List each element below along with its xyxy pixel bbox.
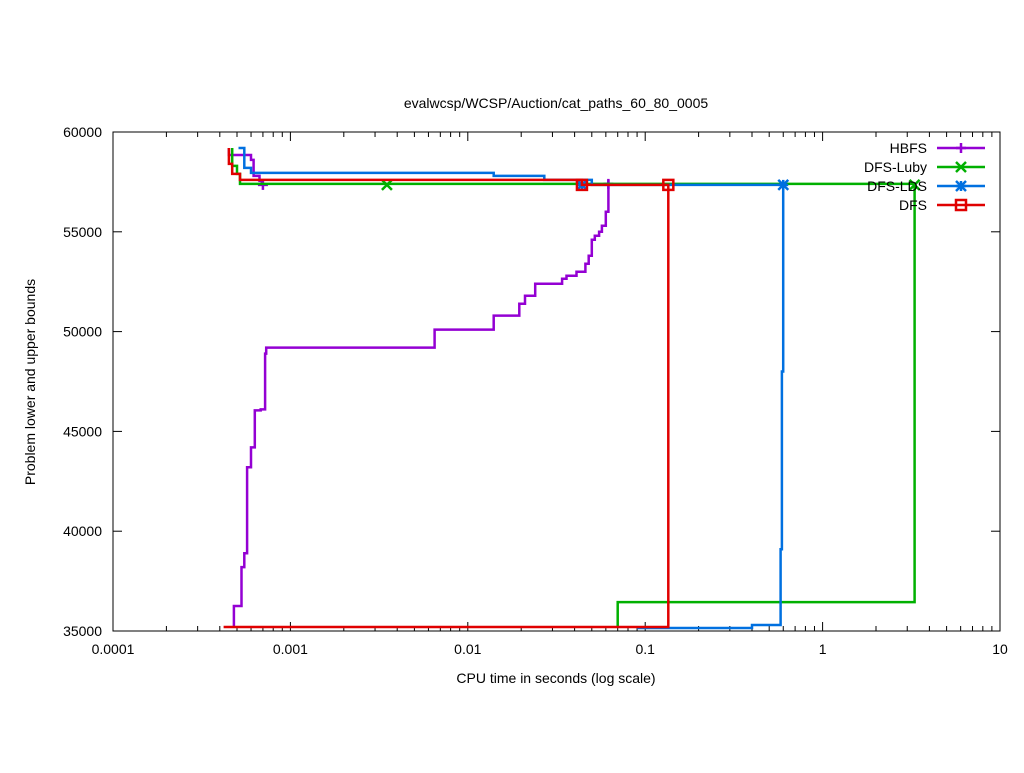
series-marker [662, 178, 675, 192]
series-marker [575, 178, 589, 192]
legend: HBFS DFS-Luby DFS-LDS DFS [864, 140, 985, 213]
series-marker [908, 179, 921, 191]
y-tick-label: 50000 [63, 324, 102, 340]
legend-item: DFS [899, 197, 985, 213]
y-axis-label: Problem lower and upper bounds [22, 279, 38, 485]
series-dfs [223, 148, 675, 629]
x-tick-label: 0.01 [454, 641, 481, 657]
plot-frame [112, 131, 1001, 632]
series-line-dfs-lds [238, 146, 785, 630]
y-tick-label: 60000 [63, 124, 102, 140]
axis-ticks: 0.0001 0.001 0.01 0.1 1 10 35000 40000 45000 5000… [63, 124, 1008, 657]
series-dfs-lds [238, 146, 790, 630]
y-tick-label: 45000 [63, 423, 102, 439]
series-marker [956, 143, 966, 153]
legend-label: DFS [899, 197, 927, 213]
legend-item: DFS-LDS [867, 178, 985, 194]
legend-item: HBFS [890, 140, 985, 156]
series-marker [777, 179, 790, 191]
series-layer [223, 146, 921, 630]
y-tick-label: 35000 [63, 623, 102, 639]
series-line-dfs-luby [230, 148, 916, 628]
y-tick-label: 40000 [63, 523, 102, 539]
series-marker [955, 180, 967, 192]
chart-title: evalwcsp/WCSP/Auction/cat_paths_60_80_00… [404, 95, 709, 111]
x-tick-label: 1 [819, 641, 827, 657]
series-dfs-luby [230, 148, 921, 628]
legend-label: DFS-LDS [867, 178, 927, 194]
series-marker [954, 198, 968, 212]
legend-item: DFS-Luby [864, 159, 985, 175]
series-hbfs [227, 148, 614, 628]
x-tick-label: 0.0001 [92, 641, 135, 657]
x-tick-label: 0.1 [635, 641, 655, 657]
x-axis-label: CPU time in seconds (log scale) [456, 670, 655, 686]
x-tick-label: 10 [992, 641, 1008, 657]
series-marker [381, 179, 393, 191]
legend-label: DFS-Luby [864, 159, 927, 175]
y-tick-label: 55000 [63, 224, 102, 240]
series-line-dfs [223, 148, 670, 629]
series-marker [955, 161, 967, 173]
series-line-hbfs [232, 179, 610, 628]
x-tick-label: 0.001 [273, 641, 308, 657]
legend-label: HBFS [890, 140, 927, 156]
